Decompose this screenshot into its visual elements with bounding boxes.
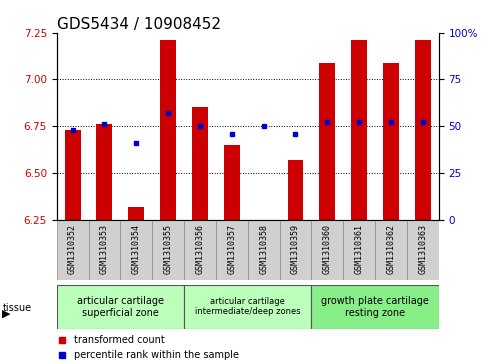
Text: GSM1310363: GSM1310363	[419, 224, 427, 274]
Bar	[351, 40, 367, 220]
Bar	[216, 220, 247, 280]
Text: articular cartilage
intermediate/deep zones: articular cartilage intermediate/deep zo…	[195, 297, 301, 317]
Bar	[343, 220, 375, 280]
Text: GSM1310361: GSM1310361	[354, 224, 364, 274]
Bar	[312, 285, 439, 329]
Text: articular cartilage
superficial zone: articular cartilage superficial zone	[77, 296, 164, 318]
Text: growth plate cartilage
resting zone: growth plate cartilage resting zone	[321, 296, 429, 318]
Bar	[415, 40, 431, 220]
Text: GDS5434 / 10908452: GDS5434 / 10908452	[57, 16, 221, 32]
Bar	[120, 220, 152, 280]
Bar	[57, 285, 184, 329]
Bar	[287, 160, 304, 220]
Text: transformed count: transformed count	[74, 335, 165, 345]
Text: GSM1310354: GSM1310354	[132, 224, 141, 274]
Text: tissue: tissue	[2, 303, 32, 313]
Text: GSM1310352: GSM1310352	[68, 224, 77, 274]
Bar	[57, 220, 89, 280]
Bar	[184, 220, 216, 280]
Text: ▶: ▶	[2, 309, 11, 319]
Text: GSM1310359: GSM1310359	[291, 224, 300, 274]
Bar	[65, 130, 80, 220]
Bar	[128, 207, 144, 220]
Text: GSM1310353: GSM1310353	[100, 224, 109, 274]
Bar	[280, 220, 312, 280]
Bar	[319, 62, 335, 220]
Bar	[407, 220, 439, 280]
Bar	[247, 220, 280, 280]
Bar	[184, 285, 312, 329]
Text: percentile rank within the sample: percentile rank within the sample	[74, 350, 239, 360]
Bar	[152, 220, 184, 280]
Bar	[312, 220, 343, 280]
Bar	[160, 40, 176, 220]
Bar	[375, 220, 407, 280]
Text: GSM1310360: GSM1310360	[323, 224, 332, 274]
Text: GSM1310362: GSM1310362	[387, 224, 395, 274]
Bar	[192, 107, 208, 220]
Text: GSM1310355: GSM1310355	[164, 224, 173, 274]
Text: GSM1310356: GSM1310356	[195, 224, 205, 274]
Text: GSM1310358: GSM1310358	[259, 224, 268, 274]
Bar	[224, 145, 240, 220]
Bar	[89, 220, 120, 280]
Text: GSM1310357: GSM1310357	[227, 224, 236, 274]
Bar	[97, 124, 112, 220]
Bar	[383, 62, 399, 220]
